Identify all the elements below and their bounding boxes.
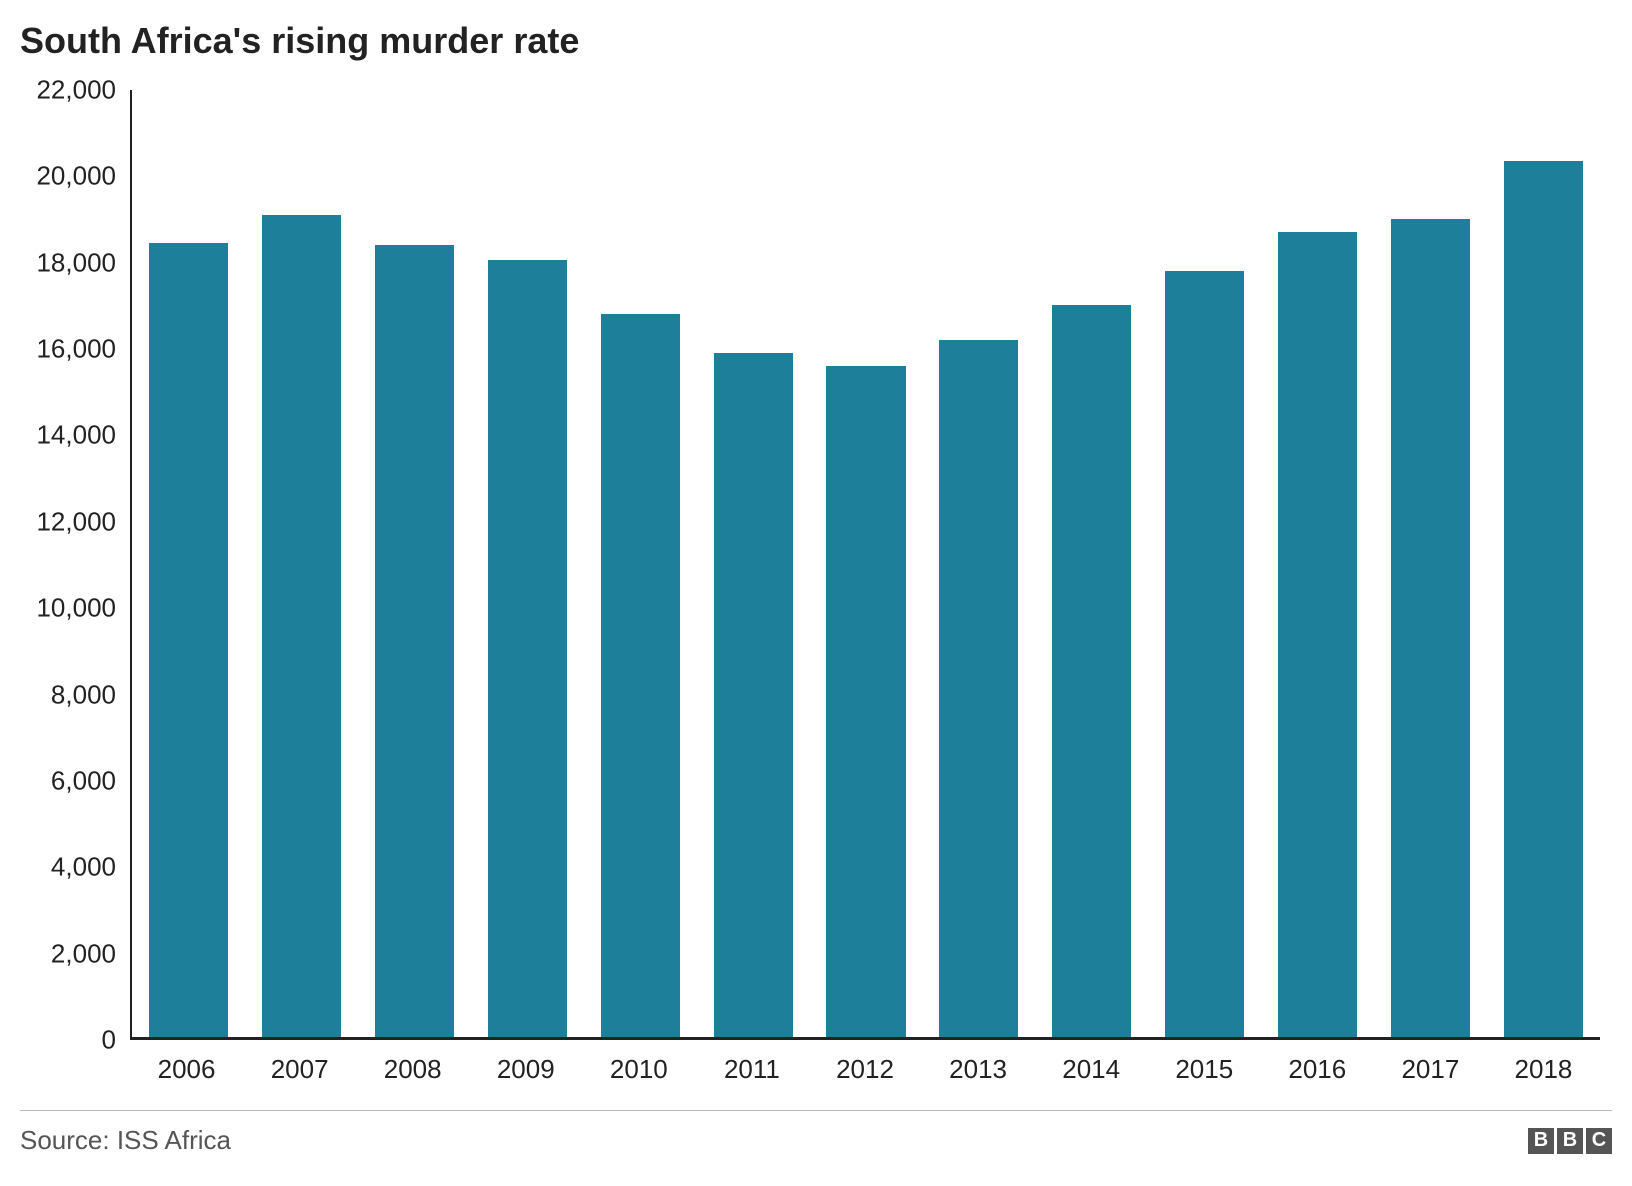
- bar-slot: [1487, 90, 1600, 1037]
- bar: [1278, 232, 1357, 1037]
- bar-slot: [132, 90, 245, 1037]
- bar: [1391, 219, 1470, 1037]
- x-tick-label: 2009: [469, 1040, 582, 1085]
- bars-row: [132, 90, 1600, 1037]
- bar-slot: [810, 90, 923, 1037]
- bar: [1165, 271, 1244, 1037]
- bar-slot: [358, 90, 471, 1037]
- bbc-logo-letter: C: [1586, 1128, 1612, 1154]
- bar-slot: [922, 90, 1035, 1037]
- bar: [826, 366, 905, 1038]
- bar: [601, 314, 680, 1037]
- y-tick-label: 2,000: [20, 938, 116, 969]
- y-tick-label: 18,000: [20, 247, 116, 278]
- bar: [939, 340, 1018, 1037]
- bar: [714, 353, 793, 1037]
- y-tick-label: 12,000: [20, 506, 116, 537]
- y-tick-label: 22,000: [20, 75, 116, 106]
- x-axis-labels: 2006200720082009201020112012201320142015…: [130, 1040, 1600, 1085]
- bar-slot: [1035, 90, 1148, 1037]
- bbc-logo-letter: B: [1528, 1128, 1554, 1154]
- x-tick-label: 2016: [1261, 1040, 1374, 1085]
- x-tick-label: 2007: [243, 1040, 356, 1085]
- x-tick-label: 2013: [922, 1040, 1035, 1085]
- chart-container: South Africa's rising murder rate 0 2,000…: [20, 20, 1612, 1166]
- bar: [149, 243, 228, 1037]
- bar-slot: [1148, 90, 1261, 1037]
- y-tick-label: 4,000: [20, 852, 116, 883]
- y-tick-label: 20,000: [20, 161, 116, 192]
- y-tick-label: 8,000: [20, 679, 116, 710]
- x-tick-label: 2015: [1148, 1040, 1261, 1085]
- chart-graph: [130, 90, 1600, 1040]
- x-tick-label: 2011: [695, 1040, 808, 1085]
- y-tick-label: 16,000: [20, 334, 116, 365]
- bar: [375, 245, 454, 1037]
- y-tick-label: 10,000: [20, 593, 116, 624]
- x-tick-label: 2010: [582, 1040, 695, 1085]
- y-tick-label: 0: [20, 1025, 116, 1056]
- bar-slot: [471, 90, 584, 1037]
- x-tick-label: 2014: [1035, 1040, 1148, 1085]
- bbc-logo: BBC: [1528, 1128, 1612, 1154]
- chart-footer: Source: ISS Africa BBC: [20, 1110, 1612, 1156]
- y-tick-label: 6,000: [20, 765, 116, 796]
- bar-slot: [1261, 90, 1374, 1037]
- source-text: Source: ISS Africa: [20, 1125, 231, 1156]
- chart-title: South Africa's rising murder rate: [20, 20, 1612, 62]
- x-tick-label: 2012: [808, 1040, 921, 1085]
- bar: [1504, 161, 1583, 1037]
- bbc-logo-letter: B: [1557, 1128, 1583, 1154]
- bar-slot: [697, 90, 810, 1037]
- y-tick-label: 14,000: [20, 420, 116, 451]
- bar: [1052, 305, 1131, 1037]
- bar: [262, 215, 341, 1037]
- bar-slot: [245, 90, 358, 1037]
- plot-area: 0 2,000 4,000 6,000 8,000 10,000 12,000 14,000 1…: [20, 80, 1612, 1160]
- x-tick-label: 2017: [1374, 1040, 1487, 1085]
- bar-slot: [584, 90, 697, 1037]
- bar-slot: [1374, 90, 1487, 1037]
- y-axis-labels: 02,0004,0006,0008,00010,00012,00014,0001…: [20, 90, 116, 1040]
- x-tick-label: 2006: [130, 1040, 243, 1085]
- bar: [488, 260, 567, 1037]
- x-tick-label: 2018: [1487, 1040, 1600, 1085]
- x-tick-label: 2008: [356, 1040, 469, 1085]
